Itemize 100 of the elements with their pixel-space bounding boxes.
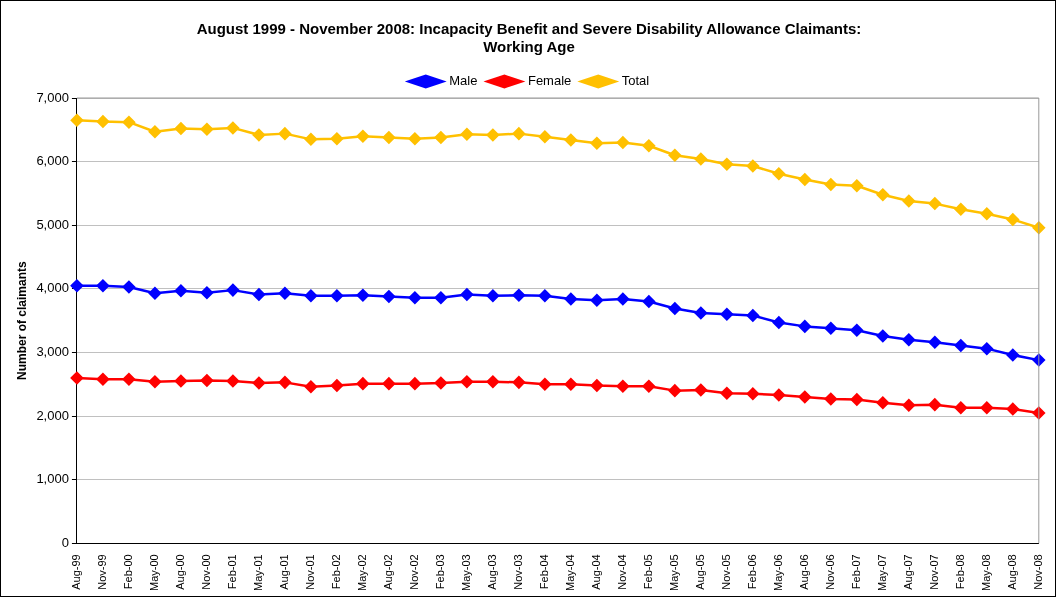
point: [70, 279, 84, 292]
x-tick-label: Aug-99: [69, 554, 82, 590]
y-tick-label: 4,000: [36, 280, 69, 296]
y-tick-label: 0: [61, 534, 69, 550]
point: [408, 291, 422, 305]
x-tick-label: May-06: [771, 554, 784, 592]
point: [720, 308, 734, 321]
point: [850, 393, 864, 406]
point: [226, 121, 240, 135]
x-tick-label: Feb-03: [433, 554, 446, 590]
point: [694, 306, 708, 320]
point: [304, 133, 318, 146]
x-tick-label: May-00: [147, 554, 160, 592]
x-tick-label: Aug-07: [901, 554, 914, 590]
x-tick-label: Feb-06: [745, 554, 758, 590]
y-tick-label: 2,000: [36, 407, 69, 423]
point: [512, 127, 526, 140]
point: [642, 295, 656, 308]
x-tick-label: Nov-03: [511, 554, 524, 590]
legend-label: Total: [621, 73, 650, 89]
point: [694, 383, 708, 397]
x-tick-label: Nov-07: [927, 554, 940, 590]
point: [174, 284, 188, 298]
x-tick-label: Nov-05: [719, 554, 732, 590]
point: [174, 374, 188, 388]
point: [460, 128, 474, 141]
point: [772, 316, 786, 329]
x-tick-label: May-05: [667, 554, 680, 592]
point: [356, 129, 370, 143]
x-tick-label: Feb-07: [849, 554, 862, 590]
x-tick-label: Aug-05: [693, 554, 706, 590]
x-tick-label: Aug-06: [797, 554, 810, 590]
point: [564, 133, 578, 147]
legend-label: Male: [449, 73, 478, 89]
point: [434, 291, 448, 305]
x-tick-label: May-01: [251, 554, 264, 592]
point: [798, 320, 812, 333]
x-tick-label: Nov-01: [303, 554, 316, 590]
point: [200, 122, 214, 136]
point: [590, 136, 604, 150]
y-tick-label: 6,000: [36, 153, 69, 169]
point: [720, 386, 734, 400]
point: [278, 127, 292, 140]
point: [746, 387, 760, 401]
point: [1006, 402, 1020, 416]
point: [954, 339, 968, 352]
point: [330, 379, 344, 392]
point: [70, 371, 84, 385]
point: [720, 157, 734, 171]
x-tick-label: May-03: [459, 554, 472, 592]
y-tick-label: 1,000: [36, 471, 69, 487]
point: [512, 288, 526, 302]
point: [694, 152, 708, 166]
point: [902, 194, 916, 208]
point: [928, 398, 942, 411]
y-tick-label: 5,000: [36, 216, 69, 232]
point: [850, 323, 864, 337]
point: [928, 197, 942, 210]
point: [980, 207, 994, 221]
legend-label: Female: [527, 73, 572, 89]
x-tick-label: May-07: [875, 554, 888, 592]
point: [642, 379, 656, 393]
point: [70, 114, 84, 127]
point: [824, 178, 838, 191]
point: [486, 289, 500, 303]
point: [278, 376, 292, 389]
point: [330, 132, 344, 145]
point: [226, 374, 240, 388]
point: [1032, 406, 1046, 420]
x-tick-label: Feb-01: [225, 554, 238, 590]
point: [564, 378, 578, 391]
x-tick-label: May-02: [355, 554, 368, 592]
y-tick-label: 3,000: [36, 344, 69, 360]
point: [772, 388, 786, 402]
point: [434, 376, 448, 390]
point: [876, 188, 890, 201]
point: [616, 136, 630, 149]
y-axis-title: Number of claimants: [14, 260, 29, 381]
chart-title: August 1999 - November 2008: Incapacity Benefit and Severe Disability Allowance Claimants: Working Age: [196, 20, 862, 56]
x-tick-label: May-04: [563, 554, 576, 592]
point: [96, 279, 110, 292]
point: [304, 289, 318, 303]
point: [148, 375, 162, 388]
point: [928, 336, 942, 349]
x-tick-label: Feb-08: [953, 554, 966, 590]
point: [902, 333, 916, 346]
point: [798, 173, 812, 186]
point: [564, 292, 578, 306]
point: [330, 289, 344, 303]
x-tick-label: Feb-05: [641, 554, 654, 590]
point: [538, 289, 552, 303]
point: [252, 128, 266, 142]
point: [772, 167, 786, 180]
point: [590, 294, 604, 307]
x-tick-label: Nov-02: [407, 554, 420, 590]
point: [538, 130, 552, 144]
point: [356, 288, 370, 302]
x-tick-label: Aug-03: [485, 554, 498, 590]
point: [122, 115, 136, 129]
point: [538, 378, 552, 391]
